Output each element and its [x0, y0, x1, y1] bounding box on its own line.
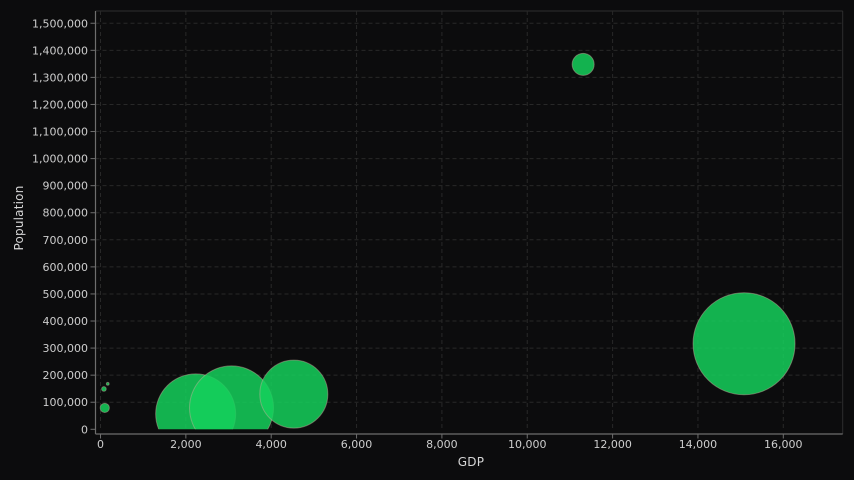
- y-tick-label: 1,200,000: [32, 98, 88, 111]
- y-tick-label: 1,300,000: [32, 71, 88, 84]
- bubble-point[interactable]: [571, 52, 595, 76]
- x-tick-label: 4,000: [255, 438, 287, 451]
- y-tick-label: 400,000: [43, 315, 89, 328]
- x-tick-label: 10,000: [508, 438, 547, 451]
- bubble-point[interactable]: [259, 359, 329, 429]
- x-tick-label: 0: [97, 438, 104, 451]
- x-tick-label: 6,000: [341, 438, 373, 451]
- y-tick-label: 1,400,000: [32, 44, 88, 57]
- y-tick-label: 900,000: [43, 180, 89, 193]
- x-tick-label: 12,000: [593, 438, 632, 451]
- y-tick-label: 200,000: [43, 369, 89, 382]
- y-tick-label: 800,000: [43, 207, 89, 220]
- bubble-point[interactable]: [99, 402, 110, 414]
- x-axis-title: GDP: [457, 455, 485, 469]
- x-tick-label: 8,000: [426, 438, 458, 451]
- bubble-point[interactable]: [692, 292, 796, 396]
- y-tick-label: 1,500,000: [32, 17, 88, 30]
- axis-ticks: [90, 22, 784, 439]
- y-tick-label: 1,100,000: [32, 126, 88, 139]
- y-tick-label: 600,000: [43, 261, 89, 274]
- x-tick-label: 14,000: [679, 438, 718, 451]
- y-tick-label: 500,000: [43, 288, 89, 301]
- y-tick-label: 300,000: [43, 342, 89, 355]
- bubble-point[interactable]: [101, 386, 107, 392]
- axis-lines: [94, 11, 843, 435]
- bubble-series: [99, 52, 796, 430]
- x-tick-label: 16,000: [764, 438, 803, 451]
- y-tick-label: 0: [81, 423, 88, 436]
- y-tick-label: 1,000,000: [32, 153, 88, 166]
- plot-border: [95, 10, 844, 434]
- bubble-point[interactable]: [105, 381, 110, 386]
- gridlines: [95, 11, 843, 430]
- x-tick-label: 2,000: [170, 438, 202, 451]
- y-axis-title: Population: [12, 185, 26, 251]
- y-tick-label: 700,000: [43, 234, 89, 247]
- y-tick-label: 100,000: [43, 396, 89, 409]
- tick-labels: 0 100,000 200,000 300,000 400,000 500,000 600,…: [32, 17, 803, 451]
